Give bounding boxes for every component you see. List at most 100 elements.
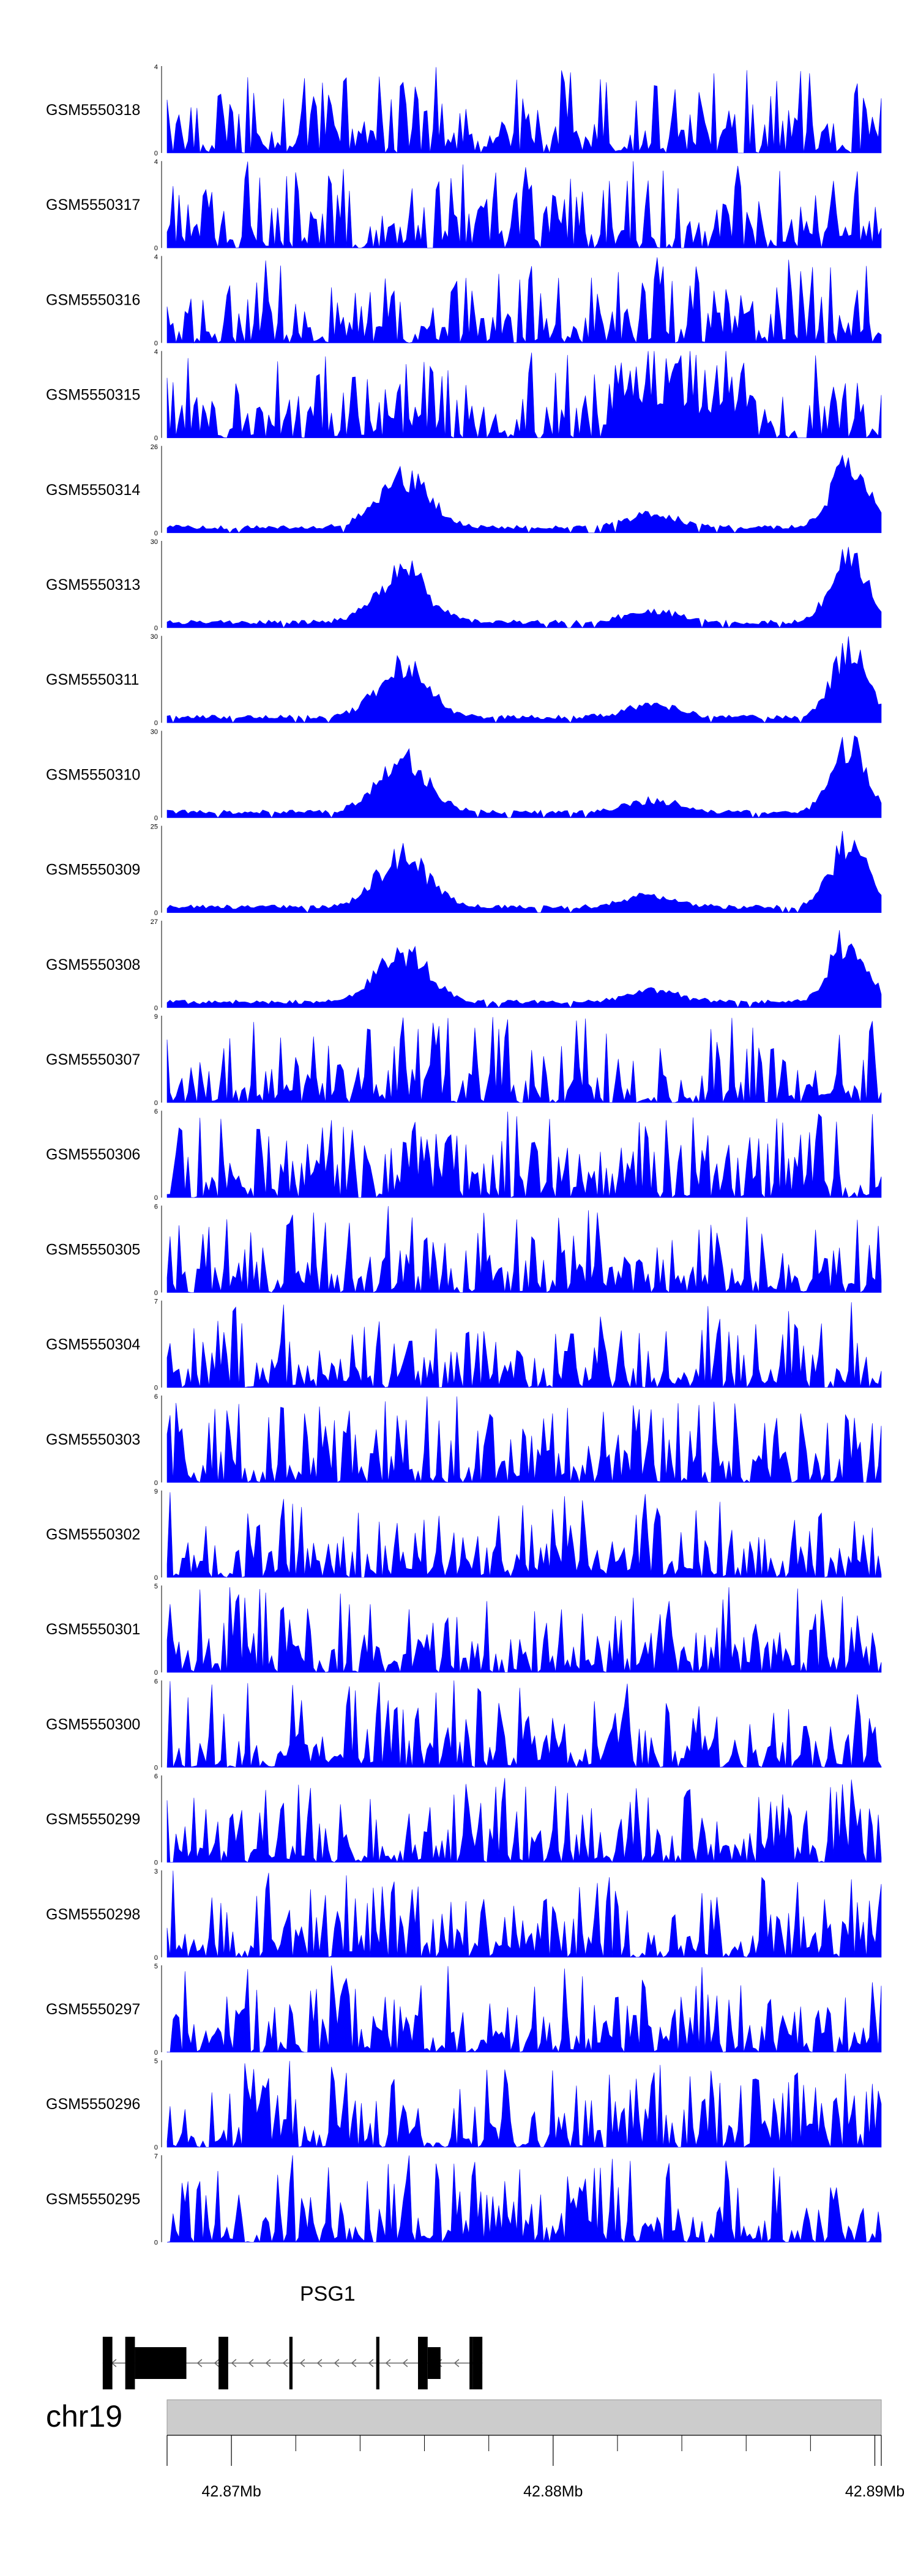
axis-tick-label: 42.89Mb xyxy=(845,2483,905,2500)
y-min-label: 0 xyxy=(154,1385,158,1392)
y-max-label: 30 xyxy=(151,633,158,641)
y-min-label: 0 xyxy=(154,2239,158,2246)
strand-arrow xyxy=(214,2359,220,2367)
strand-arrow xyxy=(265,2359,271,2367)
coverage-area xyxy=(166,1492,882,1578)
track-label: GSM5550310 xyxy=(46,766,140,783)
coverage-area xyxy=(166,636,882,723)
y-max-label: 6 xyxy=(154,1773,158,1781)
track-label: GSM5550309 xyxy=(46,862,140,879)
y-max-label: 4 xyxy=(154,349,158,356)
strand-arrow xyxy=(282,2359,288,2367)
y-min-label: 0 xyxy=(154,2049,158,2057)
coverage-track: GSM5550303 6 0 xyxy=(46,1393,882,1487)
coverage-area xyxy=(166,735,882,819)
gene-exon xyxy=(469,2337,473,2389)
y-max-label: 4 xyxy=(154,64,158,71)
coverage-track: GSM5550296 5 0 xyxy=(46,2058,882,2151)
y-min-label: 0 xyxy=(154,1859,158,1867)
coverage-track: GSM5550317 4 0 xyxy=(46,158,882,252)
track-label: GSM5550318 xyxy=(46,102,140,119)
coverage-track: GSM5550299 6 0 xyxy=(46,1773,882,1867)
track-label: GSM5550299 xyxy=(46,1811,140,1828)
y-min-label: 0 xyxy=(154,530,158,537)
coverage-track: GSM5550304 7 0 xyxy=(46,1298,882,1392)
track-label: GSM5550298 xyxy=(46,1906,140,1923)
y-max-label: 4 xyxy=(154,253,158,261)
y-min-label: 0 xyxy=(154,1289,158,1297)
coverage-area xyxy=(166,546,882,628)
coverage-area xyxy=(166,1017,882,1104)
strand-arrow xyxy=(299,2359,305,2367)
y-min-label: 0 xyxy=(154,1669,158,1677)
coverage-area xyxy=(166,257,882,344)
strand-arrow xyxy=(316,2359,323,2367)
y-max-label: 7 xyxy=(154,1298,158,1306)
coverage-area xyxy=(166,1206,882,1294)
coverage-area xyxy=(166,454,882,534)
coverage-track: GSM5550307 9 0 xyxy=(46,1013,882,1107)
track-label: GSM5550305 xyxy=(46,1241,140,1258)
y-min-label: 0 xyxy=(154,910,158,917)
y-min-label: 0 xyxy=(154,625,158,632)
gene-exon xyxy=(289,2337,293,2389)
y-max-label: 5 xyxy=(154,2058,158,2065)
y-min-label: 0 xyxy=(154,814,158,822)
coverage-area xyxy=(166,1871,882,1958)
y-min-label: 0 xyxy=(154,435,158,442)
y-min-label: 0 xyxy=(154,1764,158,1771)
track-label: GSM5550301 xyxy=(46,1621,140,1638)
coverage-track: GSM5550314 26 0 xyxy=(46,444,882,537)
chromosome-label: chr19 xyxy=(46,2399,122,2433)
strand-arrow xyxy=(248,2359,254,2367)
y-max-label: 30 xyxy=(151,728,158,735)
y-max-label: 9 xyxy=(154,1013,158,1021)
strand-arrow xyxy=(351,2359,357,2367)
coverage-track: GSM5550309 25 0 xyxy=(46,824,882,917)
y-max-label: 5 xyxy=(154,1583,158,1590)
y-min-label: 0 xyxy=(154,1100,158,1107)
gene-exon xyxy=(125,2337,135,2389)
gene-exon xyxy=(135,2347,187,2379)
y-max-label: 4 xyxy=(154,158,158,166)
y-max-label: 26 xyxy=(151,444,158,451)
track-label: GSM5550311 xyxy=(46,671,139,688)
coverage-area xyxy=(166,67,882,154)
track-label: GSM5550306 xyxy=(46,1146,140,1163)
coverage-track: GSM5550302 9 0 xyxy=(46,1488,882,1582)
track-label: GSM5550300 xyxy=(46,1716,140,1733)
y-max-label: 6 xyxy=(154,1108,158,1115)
coverage-track: GSM5550316 4 0 xyxy=(46,253,882,347)
coverage-area xyxy=(166,1111,882,1198)
coverage-area xyxy=(166,1778,882,1863)
y-min-label: 0 xyxy=(154,1194,158,1202)
track-label: GSM5550314 xyxy=(46,482,140,499)
gene-exon xyxy=(102,2337,113,2389)
gene-exon xyxy=(418,2337,428,2389)
y-min-label: 0 xyxy=(154,1574,158,1582)
gene-exon xyxy=(427,2347,441,2379)
y-min-label: 0 xyxy=(154,245,158,252)
strand-arrow xyxy=(368,2359,374,2367)
ideogram-bar xyxy=(166,2399,882,2436)
coverage-track: GSM5550315 4 0 xyxy=(46,349,882,442)
coverage-area xyxy=(166,2155,882,2243)
coverage-area xyxy=(166,831,882,914)
track-label: GSM5550297 xyxy=(46,2001,140,2018)
y-max-label: 6 xyxy=(154,1678,158,1685)
y-max-label: 9 xyxy=(154,1488,158,1495)
track-label: GSM5550313 xyxy=(46,576,140,594)
y-min-label: 0 xyxy=(154,720,158,727)
coverage-track: GSM5550295 7 0 xyxy=(46,2153,882,2246)
coverage-area xyxy=(166,161,882,249)
coverage-area xyxy=(166,2061,882,2148)
y-max-label: 5 xyxy=(154,1963,158,1970)
y-min-label: 0 xyxy=(154,1954,158,1962)
coverage-tracks: GSM555031840GSM555031740GSM555031640GSM5… xyxy=(46,64,882,2246)
gene-exon xyxy=(218,2337,228,2389)
track-label: GSM5550296 xyxy=(46,2096,140,2113)
coverage-track: GSM5550318 4 0 xyxy=(46,64,882,157)
y-min-label: 0 xyxy=(154,1480,158,1487)
chromosome-ideogram: chr19 xyxy=(46,2399,882,2436)
coverage-area xyxy=(166,351,882,439)
